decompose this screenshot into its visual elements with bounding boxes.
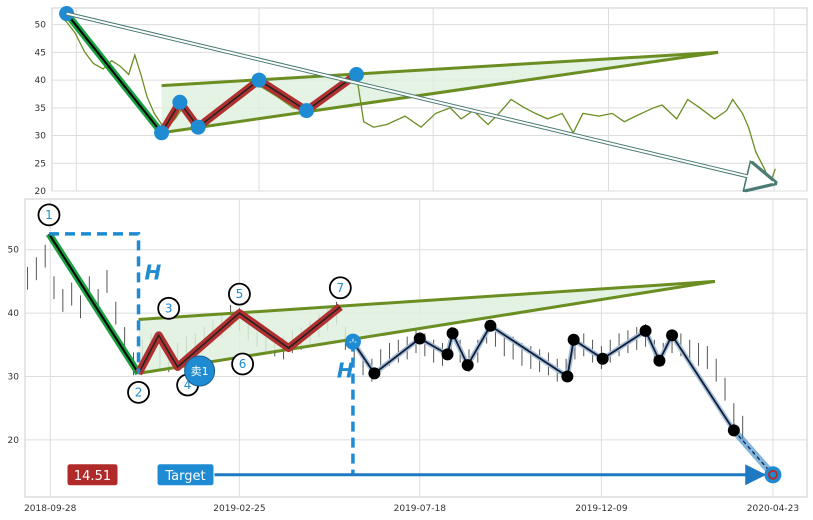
x-tick-label: 2019-12-09 — [575, 504, 628, 514]
pattern-point-number-circle — [37, 203, 61, 227]
y-tick-label: 20 — [35, 187, 47, 197]
pattern-point-number: 3 — [165, 301, 173, 315]
target-point-center — [767, 469, 778, 480]
swing-point — [567, 333, 580, 346]
x-tick-label: 2020-04-23 — [747, 504, 799, 514]
price-badge — [66, 463, 119, 487]
top-panel: 20 25 30 35 40 45 50 — [35, 6, 808, 197]
pattern-point — [190, 119, 206, 135]
swing-point — [727, 424, 740, 437]
swing-point — [639, 324, 652, 337]
pattern-point-number-circle — [157, 296, 181, 320]
pattern-point-number: 2 — [135, 385, 143, 399]
pattern-point — [348, 67, 364, 83]
swing-point — [441, 348, 454, 361]
target-badge-label: Target — [164, 469, 205, 484]
h-label-repeat: H — [337, 359, 354, 383]
final-drop-line — [733, 430, 774, 476]
bottom-panel: 20 30 40 50 2018-09-28 2019-02-25 2019-07-18 20… — [8, 198, 808, 514]
swing-point — [368, 367, 381, 380]
swing-point — [484, 319, 497, 332]
pattern-point-number: 6 — [239, 357, 247, 371]
y-tick-label: 45 — [35, 48, 46, 58]
sell-badge — [184, 355, 216, 387]
y-tick-label: 40 — [35, 76, 47, 86]
x-tick-label: 2018-09-28 — [24, 504, 77, 514]
swing-point — [461, 359, 474, 372]
y-tick-label: 50 — [35, 21, 47, 31]
zigzag-line-core — [137, 306, 341, 374]
projection-arrow-inner — [66, 12, 775, 184]
pattern-point — [172, 94, 188, 110]
x-tick-label: 2019-07-18 — [394, 504, 447, 514]
pattern-point-number: 1 — [45, 208, 53, 222]
pattern-point-number-circle — [231, 352, 255, 376]
target-badge — [156, 463, 215, 487]
pole-line-core — [48, 233, 140, 374]
x-tick-label: 2019-02-25 — [213, 504, 265, 514]
h-label: H — [145, 261, 162, 285]
swing-point — [653, 354, 666, 367]
triangle-lower-line — [161, 50, 719, 135]
pattern-point-number-circle — [228, 282, 251, 306]
swing-point — [666, 329, 679, 342]
pattern-point — [299, 103, 315, 119]
pattern-point-number: 5 — [236, 287, 244, 301]
pattern-point-number-circle — [328, 276, 352, 300]
swing-point — [596, 352, 609, 365]
swing-point — [561, 370, 574, 383]
sell-badge-label: 卖1 — [191, 365, 209, 378]
y-tick-label: 20 — [8, 436, 20, 446]
swing-point — [413, 332, 426, 345]
y-tick-label: 50 — [8, 246, 20, 256]
pattern-point — [154, 125, 170, 141]
target-point — [764, 466, 782, 484]
price-badge-label: 14.51 — [74, 469, 111, 484]
y-tick-label: 25 — [35, 159, 46, 169]
price-line — [60, 15, 776, 185]
pattern-point-number: 4 — [184, 378, 192, 392]
swing-point — [446, 327, 459, 340]
pattern-point — [251, 72, 267, 88]
y-tick-label: 30 — [35, 132, 47, 142]
pattern-point-number: 7 — [337, 281, 345, 295]
y-tick-label: 35 — [35, 104, 46, 114]
pattern-point-number-circle — [127, 380, 150, 404]
h-measure-line — [48, 232, 141, 374]
y-tick-label: 30 — [8, 373, 20, 383]
pole-line-core — [65, 12, 163, 134]
y-tick-label: 40 — [8, 309, 20, 319]
